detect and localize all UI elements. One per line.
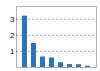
svg-text:3: 3 (10, 15, 15, 24)
svg-text:1: 1 (10, 47, 15, 56)
svg-text:2: 2 (10, 31, 15, 40)
